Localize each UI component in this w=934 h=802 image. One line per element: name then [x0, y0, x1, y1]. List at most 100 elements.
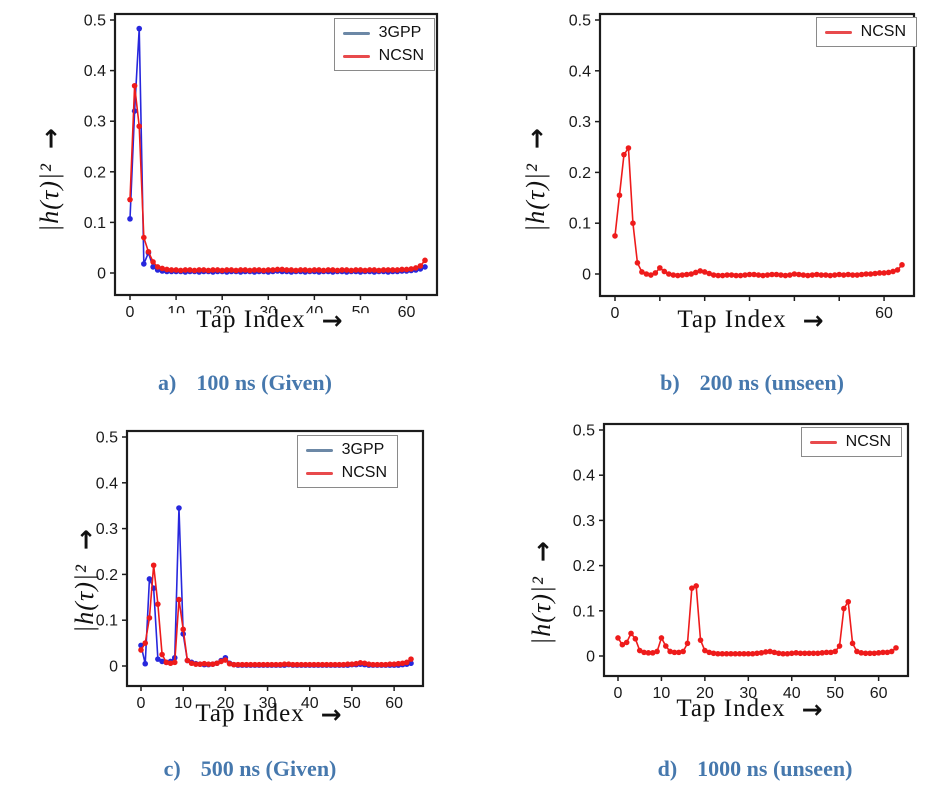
data-point	[193, 661, 199, 667]
data-point	[822, 272, 829, 278]
data-point	[658, 635, 665, 641]
data-point	[793, 650, 799, 656]
data-point	[676, 649, 682, 656]
data-point	[214, 660, 220, 667]
data-point	[723, 650, 730, 657]
x-axis-label-text: Tap Index	[676, 695, 786, 722]
data-point	[176, 596, 182, 603]
data-point	[182, 267, 189, 273]
y-axis-label-text: |h(τ)|²	[35, 163, 64, 232]
data-point	[710, 272, 717, 278]
data-point	[719, 650, 726, 657]
y-tick-label: 0.4	[569, 63, 591, 80]
data-point	[422, 257, 428, 264]
y-tick-label: 0.3	[96, 521, 118, 538]
y-axis-label-d: |h(τ)|² →	[522, 473, 562, 713]
series-line-ncsn	[129, 85, 426, 272]
data-point	[142, 640, 149, 646]
chart-d: 0 0.1 0.2 0.3 0.4 0.5 0 10 20 30 40 50 60	[573, 423, 910, 702]
data-point	[336, 661, 343, 668]
chart-a: 00.10.20.30.40.50 10 20 30 40 50 60	[84, 13, 439, 321]
data-point	[636, 647, 643, 654]
data-point	[366, 267, 373, 273]
caption-text: 200 ns (unseen)	[699, 370, 844, 395]
data-point	[164, 266, 170, 273]
data-point	[849, 272, 856, 278]
data-point	[819, 650, 825, 656]
y-tick-label: 0.5	[96, 430, 118, 447]
data-point	[270, 267, 276, 273]
data-point	[836, 271, 843, 278]
data-point	[319, 661, 326, 668]
y-tick-label: 0	[582, 267, 591, 284]
data-point	[652, 270, 659, 276]
series-line-ncsn	[614, 145, 903, 277]
x-tick-label: 60	[875, 305, 893, 322]
data-point	[167, 660, 174, 667]
caption-b: b) 200 ns (unseen)	[660, 370, 844, 396]
data-point	[311, 661, 317, 668]
data-point	[311, 267, 318, 273]
legend-item-3gpp: 3GPP	[305, 440, 387, 460]
data-point	[666, 271, 672, 277]
data-point	[343, 267, 350, 273]
caption-text: 100 ns (Given)	[196, 370, 333, 395]
data-point	[408, 656, 414, 662]
data-point	[728, 650, 734, 657]
right-arrow-icon: →	[802, 305, 825, 335]
panel-d: 0 0.1 0.2 0.3 0.4 0.5 0 10 20 30 40 50 60 |h(τ)|² → …	[467, 401, 934, 802]
data-point	[701, 269, 708, 275]
y-tick-label: 0	[109, 659, 118, 676]
x-axis-label-text: Tap Index	[677, 306, 787, 333]
data-point	[621, 151, 627, 158]
data-point	[197, 661, 203, 667]
data-point	[218, 658, 224, 665]
data-point	[728, 272, 735, 278]
data-point	[223, 267, 230, 273]
y-tick-label: 0.2	[569, 165, 591, 182]
data-point	[228, 267, 235, 273]
data-point	[863, 271, 869, 277]
data-point	[876, 270, 883, 276]
data-point	[832, 648, 838, 655]
up-arrow-icon: →	[70, 529, 100, 551]
data-point	[702, 647, 708, 654]
data-point	[767, 648, 773, 655]
x-tick-label: 60	[398, 304, 416, 321]
data-point	[159, 651, 165, 658]
data-point	[382, 661, 389, 668]
data-point	[628, 630, 634, 637]
data-point	[810, 650, 817, 657]
data-point	[828, 649, 834, 656]
data-point	[841, 605, 847, 612]
data-point	[247, 267, 253, 274]
data-point	[127, 216, 133, 222]
data-point	[320, 267, 327, 274]
data-point	[353, 660, 359, 667]
data-point	[749, 650, 756, 657]
data-point	[316, 267, 322, 273]
y-axis-label-b: |h(τ)|² →	[516, 60, 556, 300]
plot-border	[125, 429, 425, 688]
data-point	[854, 272, 860, 278]
x-tick-label: 60	[385, 695, 403, 712]
data-point	[671, 649, 678, 656]
right-arrow-icon: →	[801, 694, 824, 724]
data-point	[357, 659, 364, 666]
legend-box-c: 3GPP NCSN	[296, 435, 398, 488]
data-point	[791, 271, 798, 277]
data-point	[201, 660, 208, 667]
data-point	[654, 648, 660, 655]
data-point	[357, 267, 364, 273]
right-arrow-icon: →	[321, 305, 344, 335]
series-line-3gpp	[140, 507, 412, 666]
data-point	[281, 661, 288, 667]
data-point	[159, 658, 165, 665]
data-point	[403, 266, 410, 273]
data-point	[775, 650, 782, 657]
y-axis-label-text: |h(τ)|²	[527, 576, 556, 645]
data-point	[380, 267, 387, 273]
data-point	[155, 656, 161, 662]
data-point	[862, 650, 869, 657]
caption-text: 500 ns (Given)	[200, 756, 337, 781]
